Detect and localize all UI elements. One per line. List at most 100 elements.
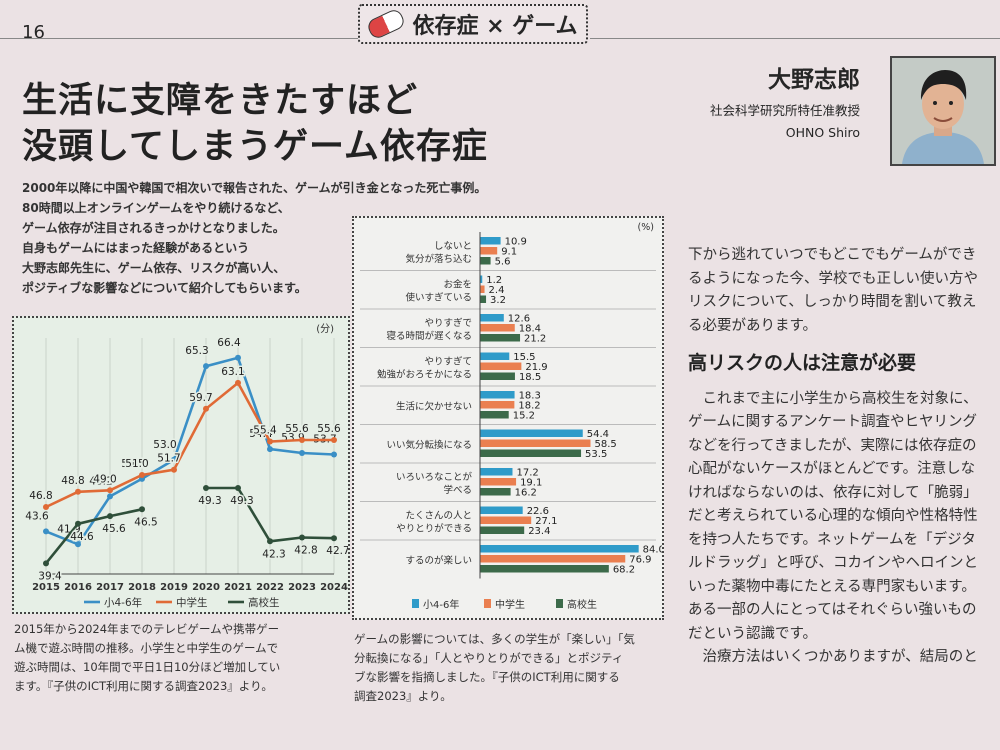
bar	[480, 429, 583, 437]
data-point	[75, 541, 81, 548]
bar	[480, 275, 483, 283]
bar	[480, 362, 522, 370]
x-tick-label: 2021	[224, 582, 252, 593]
category-label: しないと	[434, 241, 472, 252]
caption-line: 2015年から2024年までのテレビゲームや携帯ゲー	[14, 622, 280, 636]
line-chart-caption: 2015年から2024年までのテレビゲームや携帯ゲー ム機で遊ぶ時間の推移。小学…	[14, 620, 280, 696]
bar	[480, 439, 591, 447]
body-line: ゲームに関するアンケート調査やヒヤリング	[688, 414, 977, 430]
bar	[480, 488, 511, 496]
lead-line: 大野志郎先生に、ゲーム依存、リスクが高い人、	[22, 261, 286, 275]
section-heading: 高リスクの人は注意が必要	[688, 352, 917, 374]
data-point	[267, 446, 273, 453]
bar-value-label: 10.9	[505, 237, 527, 248]
bar-value-label: 68.2	[613, 565, 635, 576]
body-line: これまで主に小学生から高校生を対象に、	[688, 390, 978, 407]
body-line: などを行ってきましたが、実際には依存症の	[688, 437, 977, 454]
body-line: リスクについて、しっかり時間を割いて教え	[688, 294, 977, 310]
data-label: 53.0	[153, 439, 176, 451]
legend-label: 中学生	[176, 596, 208, 609]
data-label: 66.4	[217, 337, 241, 349]
section-title: 依存症 × ゲーム	[412, 14, 578, 39]
bar	[480, 478, 517, 486]
bar	[480, 285, 485, 293]
category-label: やりすぎて	[424, 355, 472, 367]
x-tick-label: 2022	[256, 582, 284, 593]
data-label: 46.5	[134, 516, 157, 528]
author-name: 大野志郎	[768, 67, 860, 93]
category-label: たくさんの人と	[405, 510, 472, 521]
legend-label: 小4-6年	[423, 598, 459, 611]
bar	[480, 314, 504, 322]
bar-value-label: 53.5	[585, 449, 607, 460]
lead-line: ポジティブな影響などについて紹介してもらいます。	[22, 281, 307, 295]
data-point	[107, 487, 113, 494]
bar	[480, 391, 515, 399]
line-chart: 2015 2016 2017 2018 2019 2020 2021 2022 2023 2024…	[24, 323, 348, 609]
legend-swatch	[412, 599, 419, 608]
bar-value-label: 21.2	[524, 334, 546, 345]
data-label: 63.1	[221, 366, 244, 378]
data-point	[267, 538, 273, 545]
body-line: ければならないのは、依存に対して「脆弱」	[688, 484, 978, 501]
unit-label: (%)	[638, 222, 654, 233]
header-rule-right	[590, 38, 1000, 39]
body-line: る必要があります。	[688, 317, 818, 334]
author-affiliation: 社会科学研究所特任准教授	[709, 103, 860, 118]
bar	[480, 526, 525, 534]
data-point	[235, 354, 241, 361]
body-line: 下から逃れていつでもどこでもゲームができ	[688, 247, 977, 263]
data-point	[299, 449, 305, 456]
bar-value-label: 19.1	[520, 478, 542, 489]
x-tick-label: 2016	[64, 582, 92, 593]
lead-line: 80時間以上オンラインゲームをやり続けるなど、	[22, 201, 290, 215]
bar-value-label: 18.5	[519, 372, 541, 383]
bar	[480, 247, 498, 255]
data-label: 42.7	[326, 545, 348, 557]
legend-label: 高校生	[248, 596, 280, 609]
body-line: るようになった今、学校でも正しい使い方や	[688, 270, 978, 287]
data-point	[43, 528, 49, 535]
data-point	[331, 437, 337, 444]
bar-value-label: 22.6	[527, 506, 549, 517]
body-line: 治療方法はいくつかありますが、結局のと	[688, 649, 978, 665]
pill-icon	[365, 7, 407, 41]
data-label: 42.3	[262, 548, 285, 560]
body-line: だと考えられている心理的な傾向や性格特性	[688, 508, 978, 524]
bar	[480, 401, 515, 409]
bar-value-label: 58.5	[595, 439, 617, 450]
data-point	[75, 488, 81, 495]
bar-value-label: 18.3	[519, 391, 541, 402]
bar-value-label: 76.9	[629, 555, 651, 566]
data-point	[43, 560, 49, 567]
author-block: 大野志郎 社会科学研究所特任准教授 OHNO Shiro	[710, 60, 860, 140]
category-label: 学べる	[443, 484, 472, 496]
bar-value-label: 2.4	[489, 285, 505, 296]
data-label: 44.6	[70, 531, 94, 543]
section-badge: 依存症 × ゲーム	[358, 4, 588, 44]
data-point	[299, 534, 305, 541]
data-label: 55.4	[253, 425, 277, 437]
bar	[480, 257, 491, 265]
data-label: 49.0	[93, 473, 116, 485]
title-line: 生活に支障をきたすほど	[22, 81, 419, 121]
data-point	[75, 520, 81, 527]
body-line: だという認識です。	[688, 625, 818, 642]
category-label: いろいろなことが	[396, 471, 473, 483]
author-photo	[890, 56, 996, 166]
bar-value-label: 16.2	[515, 488, 537, 499]
category-label: 勉強がおろそかになる	[377, 368, 472, 380]
lead-line: 自身もゲームにはまった経験があるという	[22, 241, 250, 255]
bar-value-label: 27.1	[535, 516, 557, 527]
bar-value-label: 54.4	[587, 429, 609, 440]
data-point	[139, 472, 145, 479]
x-tick-label: 2023	[288, 582, 316, 593]
x-tick-label: 2018	[128, 582, 156, 593]
bar-value-label: 18.4	[519, 324, 541, 335]
title-line: 没頭してしまうゲーム依存症	[22, 127, 488, 167]
data-point	[299, 437, 305, 444]
series-line	[45, 356, 335, 546]
category-label: 使いすぎている	[405, 291, 472, 303]
bar-value-label: 84.0	[643, 545, 662, 556]
